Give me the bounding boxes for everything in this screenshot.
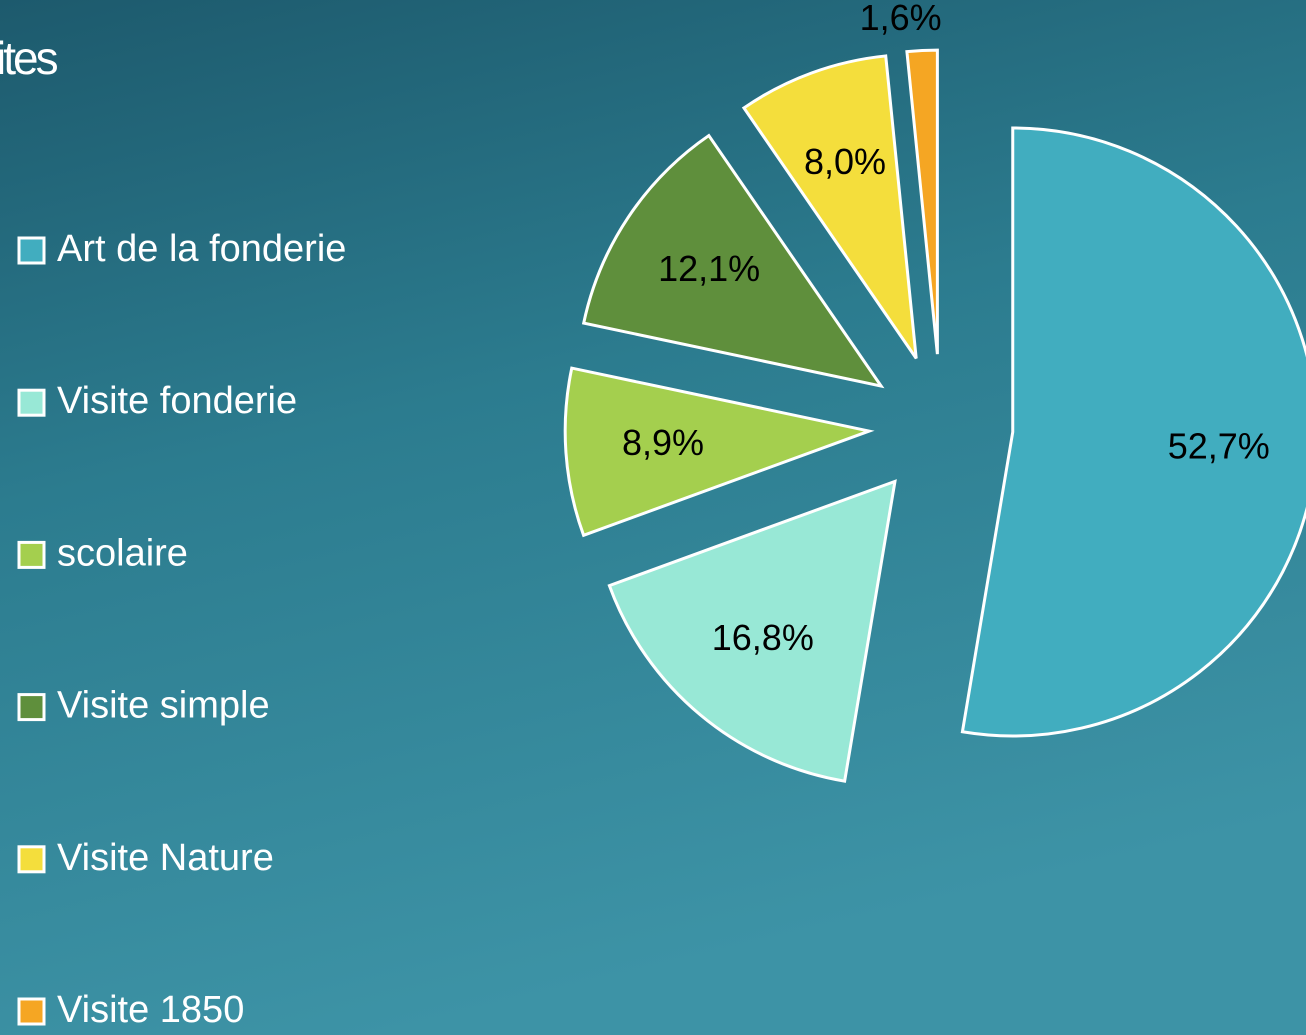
chart-title: ites [0, 32, 58, 84]
legend-label: Visite fonderie [57, 380, 297, 422]
legend-label: Visite 1850 [57, 989, 244, 1031]
legend-swatch [19, 695, 44, 720]
data-label: 12,1% [658, 248, 760, 289]
legend-label: scolaire [57, 532, 188, 574]
data-label: 16,8% [712, 617, 814, 658]
legend-swatch [19, 390, 44, 415]
page: ites 52,7% 16,8% 8,9% 12,1% 8,0% 1,6% Art de l… [0, 0, 1306, 1035]
data-label: 1,6% [860, 0, 942, 38]
legend-swatch [19, 542, 44, 567]
legend-swatch [19, 999, 44, 1024]
data-label: 8,0% [804, 141, 886, 182]
legend-label: Art de la fonderie [57, 228, 346, 270]
data-label: 8,9% [622, 422, 704, 463]
legend-label: Visite Nature [57, 837, 274, 879]
legend-swatch [19, 238, 44, 263]
data-label: 52,7% [1168, 426, 1270, 467]
chart: ites 52,7% 16,8% 8,9% 12,1% 8,0% 1,6% Art de l… [0, 0, 1306, 1035]
legend-swatch [19, 847, 44, 872]
legend-label: Visite simple [57, 685, 270, 727]
